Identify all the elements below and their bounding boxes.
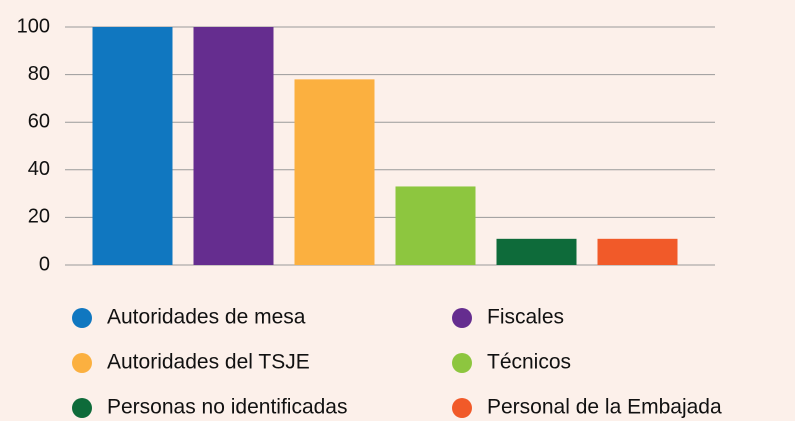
legend-label: Personas no identificadas: [107, 396, 348, 419]
bar: [193, 27, 274, 265]
legend-swatch: [452, 308, 472, 328]
y-tick-label: 80: [28, 63, 50, 85]
legend-swatch: [72, 308, 92, 328]
y-tick-label: 0: [39, 253, 50, 275]
y-tick-label: 20: [28, 206, 50, 228]
y-tick-label: 40: [28, 158, 50, 180]
legend-label: Personal de la Embajada: [487, 396, 722, 419]
bar: [294, 79, 375, 265]
legend-label: Fiscales: [487, 306, 564, 329]
bar: [597, 238, 678, 265]
legend-swatch: [452, 398, 472, 418]
legend-label: Técnicos: [487, 351, 571, 374]
bar: [92, 27, 173, 265]
y-tick-label: 100: [17, 15, 50, 37]
legend-label: Autoridades de mesa: [107, 306, 306, 329]
legend-swatch: [72, 398, 92, 418]
y-tick-label: 60: [28, 110, 50, 132]
legend-label: Autoridades del TSJE: [107, 351, 310, 374]
bar: [496, 238, 577, 265]
legend-swatch: [72, 353, 92, 373]
legend-swatch: [452, 353, 472, 373]
bar: [395, 186, 476, 265]
